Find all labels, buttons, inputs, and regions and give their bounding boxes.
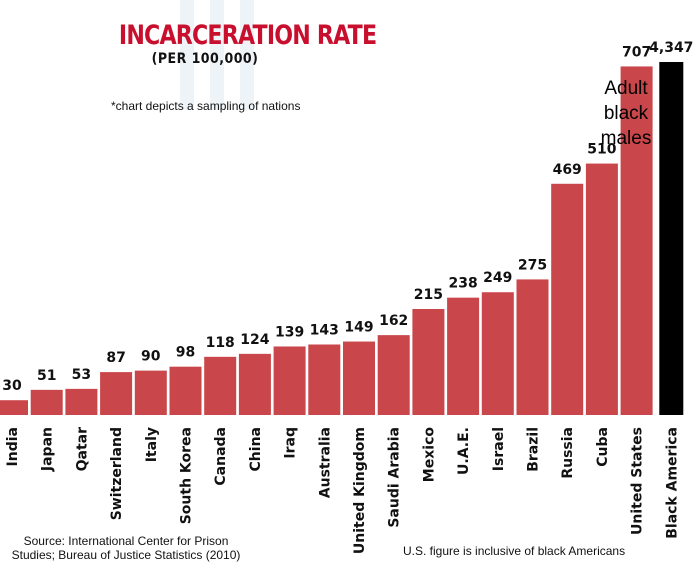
category-labels-group: India Japan Qatar Switzerland Italy South Kor… xyxy=(5,427,680,554)
bar-australia xyxy=(308,344,341,415)
category-label: Mexico xyxy=(421,427,437,483)
value-labels-group: 30 51 53 87 90 98 118 124 139 143 149 162 215 238 249 2… xyxy=(2,40,693,394)
value-label: 53 xyxy=(72,367,91,383)
category-label: Japan xyxy=(40,427,56,472)
value-label: 249 xyxy=(483,270,512,286)
value-label: 707 xyxy=(622,44,651,60)
value-label: 118 xyxy=(206,335,235,351)
source-text: Source: International Center for Prison … xyxy=(11,534,241,562)
category-label: Italy xyxy=(144,427,160,462)
bar-united-states xyxy=(620,66,653,415)
chart-note: *chart depicts a sampling of nations xyxy=(111,99,301,113)
bar-china xyxy=(238,353,271,415)
value-label: 149 xyxy=(344,320,373,336)
category-label: Cuba xyxy=(595,427,611,467)
value-label: 215 xyxy=(414,287,443,303)
bar-switzerland xyxy=(100,372,133,415)
value-label: 139 xyxy=(275,324,304,340)
category-label: India xyxy=(5,427,21,466)
footnote-text: U.S. figure is inclusive of black Americ… xyxy=(403,544,626,558)
value-label: 124 xyxy=(240,332,269,348)
value-label: 30 xyxy=(2,378,22,394)
bar-russia xyxy=(551,183,584,415)
value-label: 51 xyxy=(37,368,56,384)
value-label: 4,347 xyxy=(649,40,693,56)
bar-cuba xyxy=(585,163,618,415)
category-label: Black America xyxy=(664,427,680,539)
chart-title-block: INCARCERATION RATE (PER 100,000) xyxy=(100,20,377,67)
bar-india xyxy=(0,400,28,415)
value-label: 87 xyxy=(106,350,125,366)
highlight-annotation: Adult black males xyxy=(600,78,652,149)
category-label: Russia xyxy=(560,427,576,479)
category-label: U.A.E. xyxy=(456,427,472,475)
value-label: 90 xyxy=(141,349,161,365)
category-label: South Korea xyxy=(179,427,195,524)
background-decoration xyxy=(180,0,254,110)
category-label: Israel xyxy=(491,427,507,471)
category-label: Saudi Arabia xyxy=(387,427,403,528)
value-label: 238 xyxy=(448,276,477,292)
bar-mexico xyxy=(412,309,445,415)
chart-subtitle: (PER 100,000) xyxy=(151,51,259,67)
category-label: Australia xyxy=(317,427,333,498)
category-label: China xyxy=(248,427,264,471)
category-label: Switzerland xyxy=(109,427,125,520)
bar-south-korea xyxy=(169,366,202,415)
category-label: United Kingdom xyxy=(352,427,368,554)
bar-united-kingdom xyxy=(343,341,375,415)
chart-title: INCARCERATION RATE xyxy=(118,20,377,51)
category-label: Iraq xyxy=(283,427,299,459)
value-label: 510 xyxy=(587,142,616,158)
value-label: 162 xyxy=(379,313,408,329)
value-label: 469 xyxy=(553,162,582,178)
category-label: Qatar xyxy=(74,427,90,471)
bar-japan xyxy=(30,389,63,415)
bar-black-america xyxy=(659,62,684,415)
category-label: Brazil xyxy=(526,427,542,472)
bar-israel xyxy=(481,292,514,415)
bar-u-a-e- xyxy=(447,297,480,415)
bar-brazil xyxy=(516,279,549,415)
value-label: 275 xyxy=(518,257,547,273)
category-label: Canada xyxy=(213,427,229,486)
bar-iraq xyxy=(273,346,306,415)
value-label: 98 xyxy=(176,345,195,361)
bar-italy xyxy=(134,370,167,415)
bar-saudi-arabia xyxy=(377,335,410,415)
bars-group xyxy=(0,62,684,415)
bar-canada xyxy=(204,356,237,415)
value-label: 143 xyxy=(310,323,339,339)
bar-qatar xyxy=(65,388,98,415)
category-label: United States xyxy=(630,427,646,535)
